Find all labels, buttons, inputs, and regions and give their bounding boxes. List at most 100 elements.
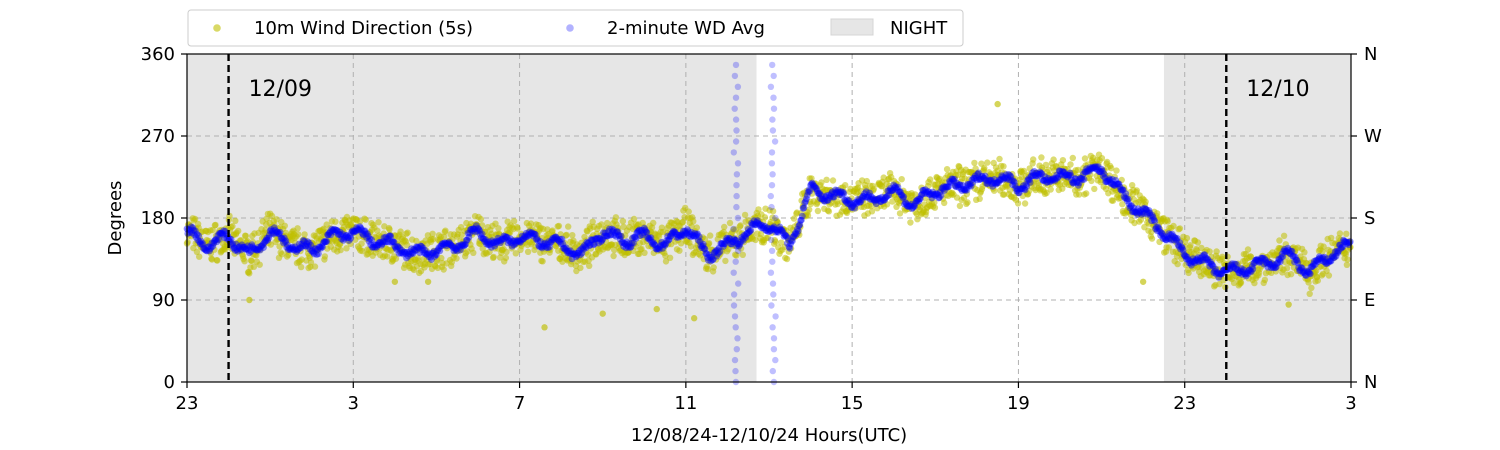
data-point-5s — [609, 228, 616, 235]
data-point-5s — [359, 247, 366, 255]
data-point-2min — [410, 245, 418, 253]
data-point-2min — [279, 235, 286, 243]
data-point-2min — [469, 225, 477, 233]
data-point-5s — [423, 247, 430, 254]
data-point-2min — [230, 244, 238, 252]
right-tick-label: N — [1364, 44, 1377, 65]
data-point-2min — [422, 250, 429, 257]
data-point-5s — [683, 228, 690, 235]
data-point-5s — [1320, 243, 1327, 250]
data-point-2min — [290, 246, 297, 253]
data-point-5s — [1038, 154, 1045, 161]
data-point-5s — [863, 177, 870, 185]
data-point-2min — [432, 251, 439, 258]
data-point-2min — [379, 238, 387, 245]
data-point-2min — [487, 240, 494, 248]
data-point-2min — [387, 232, 395, 240]
data-point-2min — [377, 239, 385, 247]
data-point-5s — [1187, 242, 1194, 249]
data-point-5s — [757, 230, 765, 238]
data-point-2min — [396, 245, 404, 252]
data-point-2min — [398, 246, 405, 254]
data-point-5s — [301, 231, 308, 238]
data-point-5s — [228, 245, 235, 252]
data-point-2min — [269, 227, 276, 235]
data-point-2min — [458, 242, 466, 250]
data-point-5s — [842, 182, 849, 189]
data-point-2min — [231, 247, 239, 254]
x-tick-label: 19 — [1007, 393, 1030, 414]
legend-label-2min: 2-minute WD Avg — [607, 18, 765, 39]
data-point-2min — [317, 244, 325, 252]
data-point-5s — [1234, 260, 1242, 267]
data-point-5s — [503, 248, 510, 256]
data-point-2min — [349, 228, 357, 236]
data-point-2min — [343, 232, 350, 239]
data-point-5s — [1183, 234, 1191, 242]
data-point-5s — [1336, 230, 1344, 237]
data-point-2min — [404, 252, 412, 260]
y-tick-label: 270 — [141, 126, 175, 147]
data-point-2min — [354, 226, 362, 234]
data-point-5s — [963, 190, 971, 198]
data-point-5s — [916, 194, 923, 201]
data-point-2min — [419, 244, 427, 252]
data-point-5s — [997, 176, 1004, 183]
data-point-2min — [472, 228, 479, 236]
data-point-5s — [800, 202, 807, 209]
data-point-2min — [1080, 176, 1088, 183]
data-point-2min — [354, 225, 361, 233]
data-point-2min — [217, 229, 225, 237]
data-point-2min — [207, 244, 215, 251]
data-point-2min — [468, 227, 476, 235]
data-point-5s — [246, 270, 253, 277]
data-point-5s — [943, 166, 951, 173]
data-point-5s — [1309, 259, 1316, 266]
right-tick-label: E — [1364, 290, 1375, 311]
data-point-2min — [477, 234, 485, 242]
data-point-2min — [408, 245, 415, 253]
data-point-2min — [228, 241, 236, 249]
data-point-5s — [1026, 165, 1033, 172]
data-point-2min — [264, 236, 271, 244]
data-point-5s — [214, 257, 221, 264]
data-point-5s — [403, 241, 411, 249]
data-point-2min — [235, 244, 242, 251]
data-point-2min — [382, 233, 390, 241]
data-point-2min — [369, 243, 377, 251]
data-point-2min — [299, 242, 306, 250]
data-point-2min — [320, 239, 327, 247]
data-point-5s — [438, 254, 445, 262]
data-point-2min — [267, 226, 275, 233]
data-point-2min — [460, 242, 468, 250]
data-point-5s — [1076, 191, 1083, 198]
data-point-2min — [424, 249, 432, 257]
data-point-2min — [205, 243, 213, 251]
data-point-5s — [971, 159, 978, 167]
legend-marker-2min — [566, 24, 574, 32]
data-point-2min — [1026, 179, 1034, 186]
data-point-5s — [931, 204, 939, 211]
data-point-2min — [252, 245, 260, 253]
data-point-2min — [218, 229, 226, 237]
data-point-2min — [394, 243, 401, 251]
data-point-5s — [539, 258, 546, 265]
data-point-2min — [769, 116, 776, 123]
data-point-2min — [492, 238, 499, 246]
data-point-5s — [1000, 191, 1008, 198]
data-point-5s — [1108, 165, 1115, 172]
data-point-5s — [1067, 161, 1074, 168]
data-point-2min — [423, 250, 431, 258]
data-point-2min — [733, 346, 740, 353]
data-point-2min — [203, 247, 211, 255]
data-point-2min — [428, 256, 435, 263]
data-point-2min — [731, 105, 738, 112]
data-point-5s — [1328, 234, 1335, 242]
data-point-2min — [300, 237, 307, 244]
data-point-5s — [1133, 187, 1141, 194]
data-point-2min — [221, 227, 229, 235]
data-point-2min — [445, 238, 453, 246]
x-tick-label: 3 — [1345, 393, 1356, 414]
data-point-5s — [1119, 201, 1126, 208]
